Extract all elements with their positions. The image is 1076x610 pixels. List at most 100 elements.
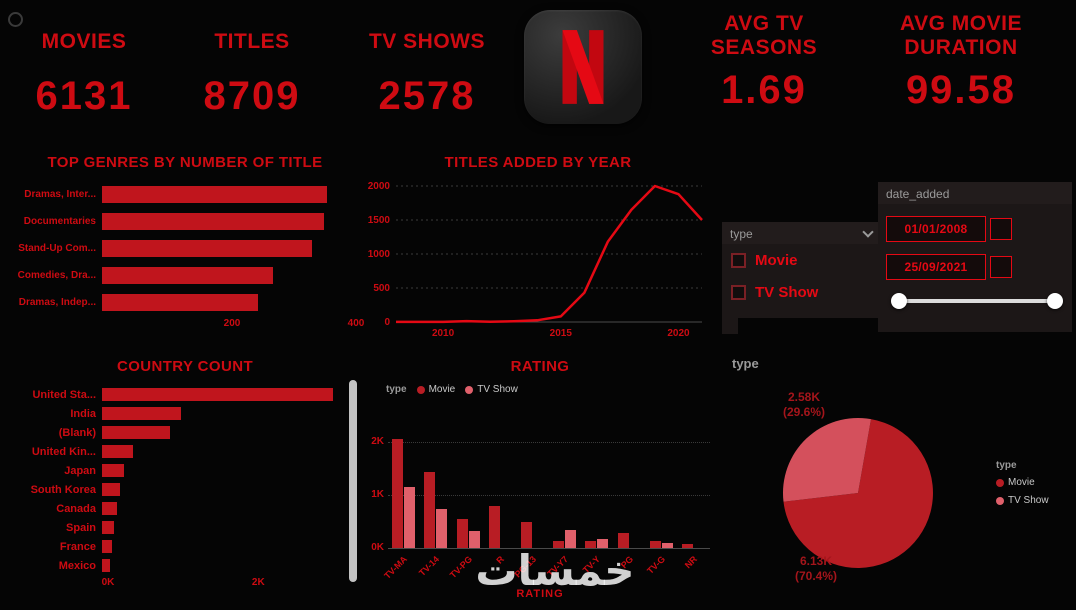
category-label: Mexico [58,559,96,572]
end-date-input[interactable]: 25/09/2021 [886,254,986,280]
y-tick: 500 [373,283,390,294]
vertical-scrollbar[interactable] [349,380,357,582]
x-axis: 200 400 [108,318,365,334]
bar-tv-show[interactable] [436,509,447,548]
start-date-input[interactable]: 01/01/2008 [886,216,986,242]
tv-show-checkbox[interactable] [731,284,746,300]
date-slicer-title: date_added [886,187,950,201]
kpi-avg-movie-duration-label: AVG MOVIE DURATION [900,11,1022,59]
bar[interactable] [102,294,258,311]
slider-track[interactable] [898,299,1056,303]
pie-legend-item-tv-show[interactable]: TV Show [996,495,1049,506]
bar[interactable] [102,267,274,284]
axis-tick: 0K [101,577,115,588]
bar-movie[interactable] [392,439,403,548]
bar-tv-show[interactable] [404,487,415,548]
bar-row: Canada [14,499,356,518]
bar[interactable] [102,240,312,257]
bar[interactable] [102,426,170,439]
legend-item-tv-show[interactable]: TV Show [465,384,518,395]
type-slicer-header[interactable]: type [722,222,880,244]
pie-legend-title: type [996,460,1017,471]
x-tick: 2010 [431,328,455,339]
bar-row: South Korea [14,480,356,499]
end-date-row: 25/09/2021 [886,254,1072,280]
bar-tv-show[interactable] [565,530,576,548]
bar[interactable] [102,213,325,230]
category-label: India [70,407,96,420]
movie-dot-icon [996,478,1004,487]
category-label: United Sta... [32,388,96,401]
bar-movie[interactable] [585,541,596,548]
slider-handle-end[interactable] [1047,293,1063,309]
y-tick: 1500 [367,215,390,226]
tv-show-pct: (29.6%) [782,405,826,419]
bar-tv-show[interactable] [662,543,673,548]
pie-legend-item-movie[interactable]: Movie [996,477,1049,488]
movie-checkbox[interactable] [731,252,746,268]
bar-row: France [14,537,356,556]
bar-track [102,499,356,518]
y-tick: 2000 [367,181,390,192]
kpi-avg-movie-duration: AVG MOVIE DURATION 99.58 [870,8,1052,113]
movie-value: 6.13K [799,554,833,568]
line-chart-svg[interactable] [396,184,703,324]
kpi-movies-label: MOVIES [41,29,127,53]
bar-movie[interactable] [682,544,693,548]
bar[interactable] [102,464,125,477]
bar-movie[interactable] [553,541,564,548]
calendar-icon[interactable] [990,256,1012,278]
slicer-option-movie[interactable]: Movie [722,244,880,276]
pie-slice-tv-show[interactable] [782,417,871,502]
bar[interactable] [102,559,110,572]
bar-track [102,289,356,316]
bar-movie[interactable] [521,522,532,548]
bar-row: Stand-Up Com... [14,235,356,262]
category-label: (Blank) [58,426,96,439]
gridline [388,442,710,443]
pie-slice-movie[interactable] [783,419,933,568]
slicer-option-tv-show[interactable]: TV Show [722,276,880,308]
legend-item-movie[interactable]: Movie [416,384,455,395]
refresh-icon[interactable] [8,12,23,27]
bar-track [102,423,356,442]
bar-track [102,404,356,423]
axis-tick: 2K [251,577,265,588]
pie-legend: type Movie TV Show [996,460,1049,513]
calendar-icon[interactable] [990,218,1012,240]
slider-handle-start[interactable] [891,293,907,309]
category-label: Stand-Up Com... [18,243,96,254]
x-tick: 2015 [549,328,572,339]
bar-track [102,537,356,556]
bar-movie[interactable] [424,472,435,548]
kpi-tv-shows-value: 2578 [378,74,476,118]
bar[interactable] [102,445,133,458]
kpi-avg-movie-duration-value: 99.58 [905,68,1017,112]
bar[interactable] [102,483,120,496]
bar-track [102,208,356,235]
pie-label-movie: 6.13K (70.4%) [756,554,876,584]
movie-dot-icon [416,385,425,394]
bar-movie[interactable] [489,506,500,548]
category-label: Canada [56,502,96,515]
bar-movie[interactable] [457,519,468,548]
bar-tv-show[interactable] [597,539,608,548]
tv-show-option-label: TV Show [755,283,819,301]
bar-row: Documentaries [14,208,356,235]
bar[interactable] [102,407,182,420]
country-count-panel: COUNTRY COUNT United Sta... India (Blank) U… [14,352,356,604]
x-axis: 0K 2K [102,577,356,593]
x-axis-line [388,548,710,549]
bar-movie[interactable] [650,541,661,548]
category-label: Dramas, Inter... [24,189,96,200]
bar[interactable] [102,502,117,515]
bar-tv-show[interactable] [469,531,480,548]
bar[interactable] [102,540,112,553]
bar-movie[interactable] [618,533,629,548]
bar[interactable] [102,186,328,203]
netflix-n-icon [562,30,604,104]
bar[interactable] [102,521,114,534]
bar-row: United Sta... [14,385,356,404]
y-tick: 2K [371,436,384,447]
bar[interactable] [102,388,333,401]
